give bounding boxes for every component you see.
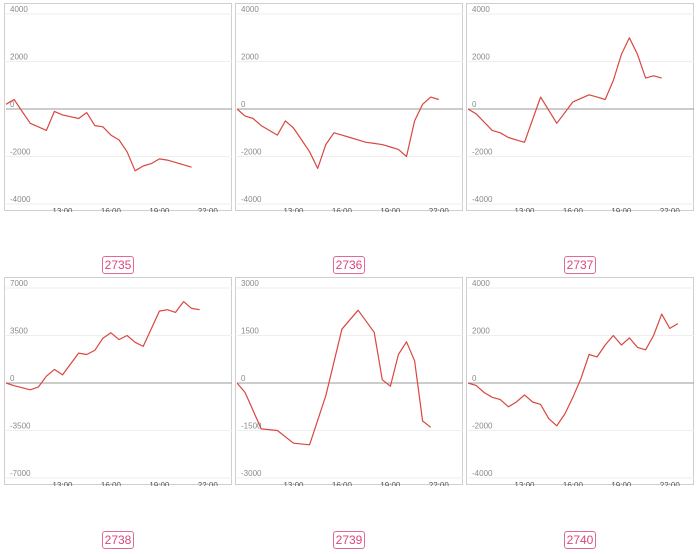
chart-code-label: 2736 xyxy=(333,256,365,274)
chart-svg: 4000 2000 0 -2000 -4000 13:00 16:00 19:00 22:00 xyxy=(467,279,694,486)
chart-svg: 4000 2000 0 -2000 -4000 13:00 16:00 19:00 22:00 xyxy=(5,5,232,212)
y-tick-label: -1500 xyxy=(241,422,262,431)
chart-svg: 4000 2000 0 -2000 -4000 13:00 16:00 19:00 22:00 xyxy=(236,5,463,212)
chart-code-label: 2739 xyxy=(333,531,365,549)
y-tick-label: -4000 xyxy=(241,195,262,204)
y-tick-label: -7000 xyxy=(10,469,31,478)
y-tick-label: 0 xyxy=(472,374,477,383)
x-tick-label: 16:00 xyxy=(563,207,584,212)
series-line xyxy=(5,301,200,391)
series-line xyxy=(236,96,439,169)
chart-code-label: 2737 xyxy=(564,256,596,274)
y-tick-label: 0 xyxy=(10,100,15,109)
x-tick-label: 22:00 xyxy=(429,481,450,486)
x-tick-label: 22:00 xyxy=(198,481,219,486)
x-tick-label: 19:00 xyxy=(611,207,632,212)
chart-code-label: 2735 xyxy=(102,256,134,274)
x-tick-label: 16:00 xyxy=(101,207,122,212)
y-tick-label: -4000 xyxy=(10,195,31,204)
x-tick-label: 19:00 xyxy=(611,481,632,486)
chart-panel-2736: 4000 2000 0 -2000 -4000 13:00 16:00 19:00 22:00 xyxy=(235,3,463,212)
x-tick-label: 13:00 xyxy=(514,207,535,212)
y-tick-label: 2000 xyxy=(472,327,490,336)
x-tick-label: 19:00 xyxy=(149,207,170,212)
x-tick-label: 19:00 xyxy=(149,481,170,486)
chart-svg: 4000 2000 0 -2000 -4000 13:00 16:00 19:00 22:00 xyxy=(467,5,694,212)
x-tick-label: 16:00 xyxy=(563,481,584,486)
x-tick-label: 16:00 xyxy=(332,207,353,212)
y-tick-label: 3500 xyxy=(10,327,28,336)
y-tick-label: 7000 xyxy=(10,279,28,288)
x-tick-label: 19:00 xyxy=(380,207,401,212)
x-tick-label: 22:00 xyxy=(660,207,681,212)
series-line xyxy=(5,98,192,172)
y-tick-label: -3000 xyxy=(241,469,262,478)
x-tick-label: 22:00 xyxy=(198,207,219,212)
x-tick-label: 16:00 xyxy=(332,481,353,486)
y-tick-label: 3000 xyxy=(241,279,259,288)
y-tick-label: 4000 xyxy=(472,279,490,288)
y-tick-label: 4000 xyxy=(241,5,259,14)
y-tick-label: 0 xyxy=(10,374,15,383)
y-tick-label: 4000 xyxy=(472,5,490,14)
series-line xyxy=(467,313,679,427)
chart-svg: 7000 3500 0 -3500 -7000 13:00 16:00 19:00 22:00 xyxy=(5,279,232,486)
y-tick-label: -2000 xyxy=(10,148,31,157)
y-tick-label: 0 xyxy=(241,100,246,109)
chart-code-label: 2740 xyxy=(564,531,596,549)
x-tick-label: 22:00 xyxy=(429,207,450,212)
chart-code-label: 2738 xyxy=(102,531,134,549)
x-tick-label: 13:00 xyxy=(283,207,304,212)
x-tick-label: 22:00 xyxy=(660,481,681,486)
y-tick-label: 1500 xyxy=(241,327,259,336)
chart-panel-2738: 7000 3500 0 -3500 -7000 13:00 16:00 19:00 22:00 xyxy=(4,277,232,486)
y-tick-label: 0 xyxy=(241,374,246,383)
x-tick-label: 19:00 xyxy=(380,481,401,486)
chart-panel-2740: 4000 2000 0 -2000 -4000 13:00 16:00 19:00 22:00 xyxy=(466,277,694,486)
y-tick-label: 2000 xyxy=(241,53,259,62)
y-tick-label: -3500 xyxy=(10,422,31,431)
y-tick-label: -2000 xyxy=(241,148,262,157)
y-tick-label: 4000 xyxy=(10,5,28,14)
y-tick-label: -2000 xyxy=(472,422,493,431)
series-line xyxy=(236,309,432,446)
x-tick-label: 16:00 xyxy=(101,481,122,486)
chart-panel-2735: 4000 2000 0 -2000 -4000 13:00 16:00 19:00 22:00 xyxy=(4,3,232,212)
series-line xyxy=(467,37,662,143)
y-tick-label: -2000 xyxy=(472,148,493,157)
y-tick-label: 2000 xyxy=(10,53,28,62)
chart-panel-2737: 4000 2000 0 -2000 -4000 13:00 16:00 19:00 22:00 xyxy=(466,3,694,212)
x-tick-label: 13:00 xyxy=(52,481,73,486)
y-tick-label: 0 xyxy=(472,100,477,109)
x-tick-label: 13:00 xyxy=(514,481,535,486)
x-tick-label: 13:00 xyxy=(283,481,304,486)
x-tick-label: 13:00 xyxy=(52,207,73,212)
chart-svg: 3000 1500 0 -1500 -3000 13:00 16:00 19:00 22:00 xyxy=(236,279,463,486)
y-tick-label: 2000 xyxy=(472,53,490,62)
y-tick-label: -4000 xyxy=(472,195,493,204)
chart-panel-2739: 3000 1500 0 -1500 -3000 13:00 16:00 19:00 22:00 xyxy=(235,277,463,486)
y-tick-label: -4000 xyxy=(472,469,493,478)
